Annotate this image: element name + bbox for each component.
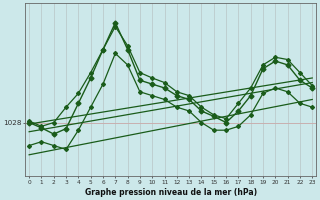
X-axis label: Graphe pression niveau de la mer (hPa): Graphe pression niveau de la mer (hPa) bbox=[84, 188, 257, 197]
